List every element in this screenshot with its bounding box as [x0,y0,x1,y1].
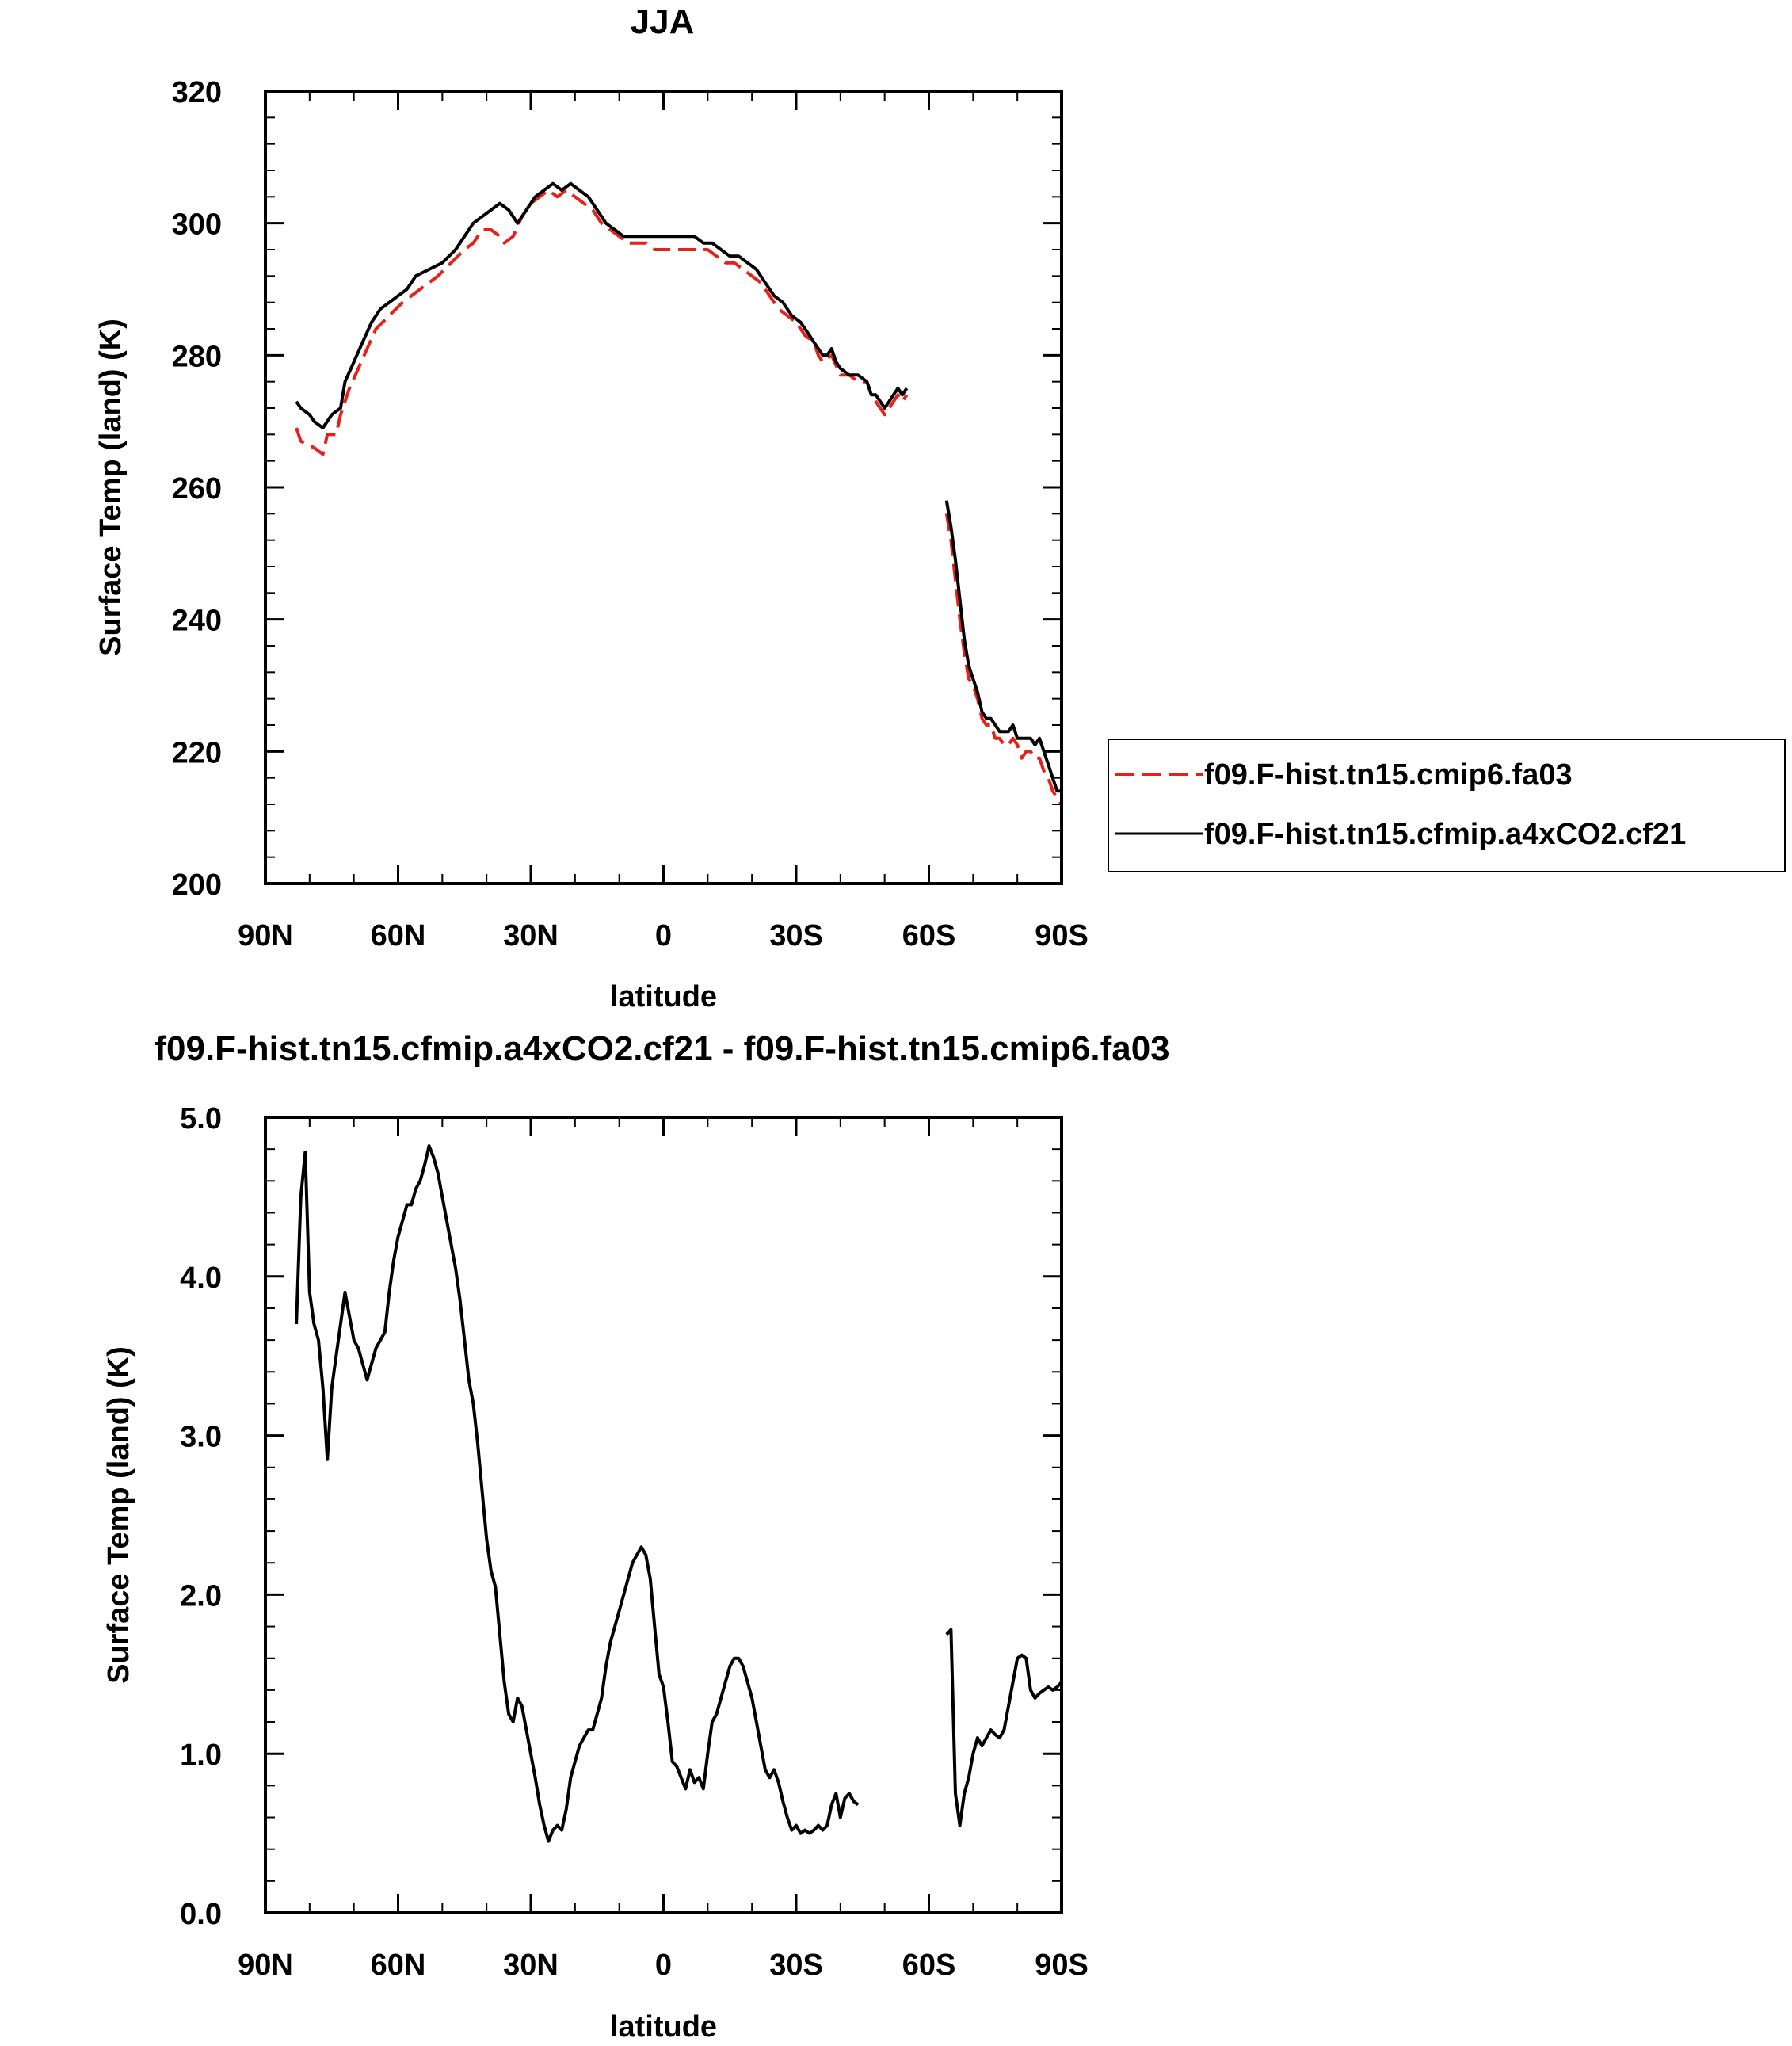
bottom-y-tick-labels: 0.0 1.0 2.0 3.0 4.0 5.0 [180,1102,222,1931]
y-tick-label: 4.0 [180,1262,222,1295]
x-tick-label: 90S [1035,1949,1089,1982]
x-tick-label: 60N [371,919,426,952]
legend-label-cf21: f09.F-hist.tn15.cfmip.a4xCO2.cf21 [1204,818,1686,851]
series-line-0 [944,513,1063,806]
legend: f09.F-hist.tn15.cmip6.fa03 f09.F-hist.tn… [1108,739,1786,872]
series-line-0 [295,189,909,456]
y-tick-label: 1.0 [180,1739,222,1772]
x-tick-label: 60S [902,1949,956,1982]
x-tick-label: 30S [769,1949,823,1982]
y-tick-label: 3.0 [180,1421,222,1454]
y-tick-label: 2.0 [180,1579,222,1613]
series-line-1 [295,181,909,429]
x-tick-label: 0 [655,919,672,952]
series-line-1 [944,500,1062,793]
x-tick-label: 30N [503,919,559,952]
y-tick-label: 200 [172,868,222,902]
y-tick-label: 0.0 [180,1898,222,1931]
x-tick-label: 60S [902,919,956,952]
y-tick-label: 280 [172,340,222,373]
y-tick-label: 220 [172,736,222,769]
y-tick-label: 5.0 [180,1102,222,1136]
top-axis-ticks [264,90,1063,885]
bottom-chart-title: f09.F-hist.tn15.cfmip.a4xCO2.cf21 - f09.… [154,1029,1169,1068]
bottom-x-axis-label: latitude [610,2010,717,2044]
x-tick-label: 90N [238,1949,293,1982]
bottom-y-axis-label: Surface Temp (land) (K) [102,1346,135,1684]
top-chart-title: JJA [631,2,695,41]
legend-label-fa03: f09.F-hist.tn15.cmip6.fa03 [1204,758,1573,792]
series-line-0 [945,1628,1063,1827]
bottom-axis-ticks [264,1116,1063,1914]
x-tick-label: 60N [371,1949,426,1982]
bottom-x-tick-labels: 90N 60N 30N 0 30S 60S 90S [238,1949,1089,1982]
y-tick-label: 240 [172,605,222,638]
bottom-panel: f09.F-hist.tn15.cfmip.a4xCO2.cf21 - f09.… [102,1029,1170,2044]
x-tick-label: 90N [238,919,293,952]
top-x-axis-label: latitude [610,980,717,1013]
top-series-lines [295,181,1063,806]
series-line-0 [295,1144,860,1843]
legend-box [1108,739,1786,872]
x-tick-label: 90S [1035,919,1089,952]
x-tick-label: 30S [769,919,823,952]
y-tick-label: 300 [172,208,222,242]
top-x-tick-labels: 90N 60N 30N 0 30S 60S 90S [238,919,1089,952]
y-tick-label: 260 [172,472,222,506]
y-tick-label: 320 [172,76,222,109]
x-tick-label: 0 [655,1949,672,1982]
top-panel: JJA 200 220 240 260 280 300 320 90N 60N 30N 0 30S 6… [94,2,1786,1013]
top-y-tick-labels: 200 220 240 260 280 300 320 [172,76,222,902]
x-tick-label: 30N [503,1949,559,1982]
top-y-axis-label: Surface Temp (land) (K) [94,319,128,656]
bottom-plot-frame [264,1116,1063,1914]
top-plot-frame [264,90,1063,885]
bottom-series-lines [295,1144,1063,1843]
